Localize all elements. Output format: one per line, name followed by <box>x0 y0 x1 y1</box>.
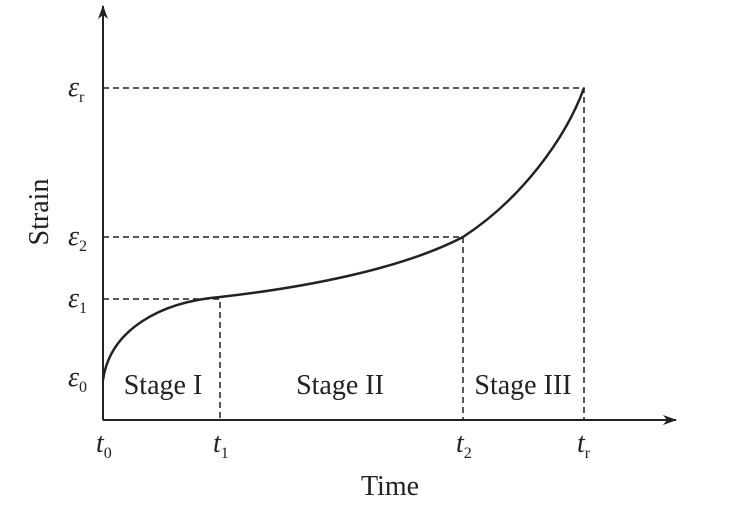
creep-curve <box>101 87 586 381</box>
x-tick-label: t2 <box>456 428 472 462</box>
stage-label: Stage II <box>296 370 384 401</box>
y-tick-label: ε1 <box>68 283 87 317</box>
stage-label: Stage I <box>124 370 203 401</box>
x-tick-label: t0 <box>96 428 112 462</box>
y-tick-label: ε2 <box>68 221 87 255</box>
y-tick-label: ε0 <box>68 362 87 396</box>
y-axis-title: Strain <box>24 179 55 246</box>
x-tick-label: tr <box>577 428 591 462</box>
stage-label: Stage III <box>474 370 571 401</box>
y-tick-label: εr <box>68 72 85 106</box>
guide-1 <box>103 298 221 420</box>
x-axis-title: Time <box>361 471 419 502</box>
x-tick-label: t1 <box>213 428 229 462</box>
